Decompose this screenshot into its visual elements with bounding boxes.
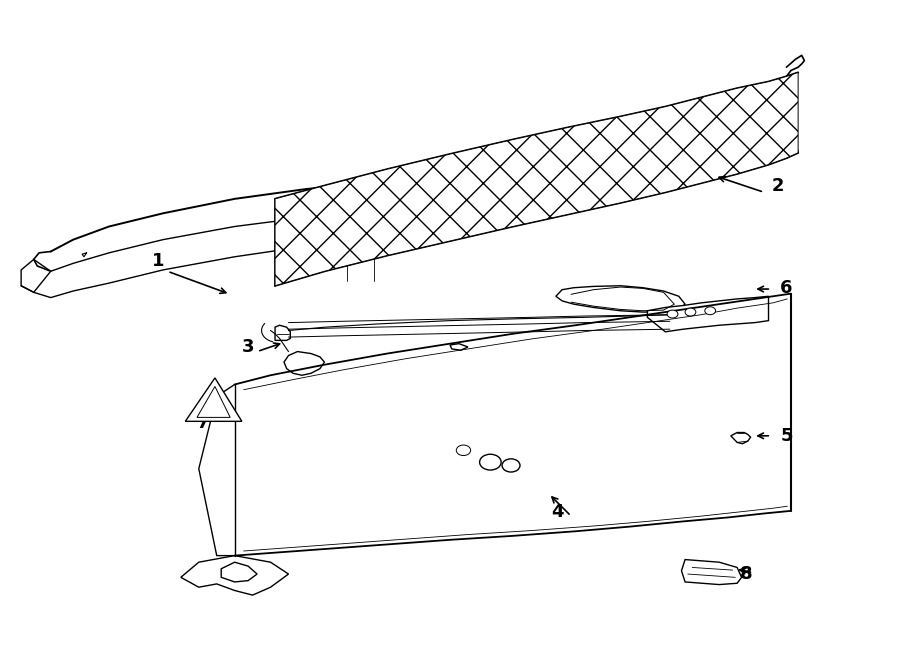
Polygon shape xyxy=(275,325,291,340)
Text: 3: 3 xyxy=(242,338,255,356)
Circle shape xyxy=(456,445,471,455)
Text: 4: 4 xyxy=(552,502,564,520)
Text: 1: 1 xyxy=(152,253,165,270)
Circle shape xyxy=(705,307,716,315)
Polygon shape xyxy=(731,432,751,444)
Polygon shape xyxy=(681,560,742,584)
Circle shape xyxy=(685,308,696,316)
Text: 2: 2 xyxy=(771,176,784,195)
Polygon shape xyxy=(221,563,257,582)
Circle shape xyxy=(667,310,678,318)
Text: 6: 6 xyxy=(780,279,793,297)
Circle shape xyxy=(480,454,501,470)
Polygon shape xyxy=(275,73,798,286)
Polygon shape xyxy=(21,259,50,292)
Polygon shape xyxy=(197,387,230,417)
Polygon shape xyxy=(181,556,289,595)
Circle shape xyxy=(502,459,520,472)
Polygon shape xyxy=(450,344,468,350)
Text: 8: 8 xyxy=(740,565,752,583)
Polygon shape xyxy=(185,378,242,421)
Polygon shape xyxy=(647,296,769,332)
Text: 7: 7 xyxy=(197,414,210,432)
Polygon shape xyxy=(284,352,324,375)
Text: 5: 5 xyxy=(780,427,793,445)
Polygon shape xyxy=(556,286,685,312)
